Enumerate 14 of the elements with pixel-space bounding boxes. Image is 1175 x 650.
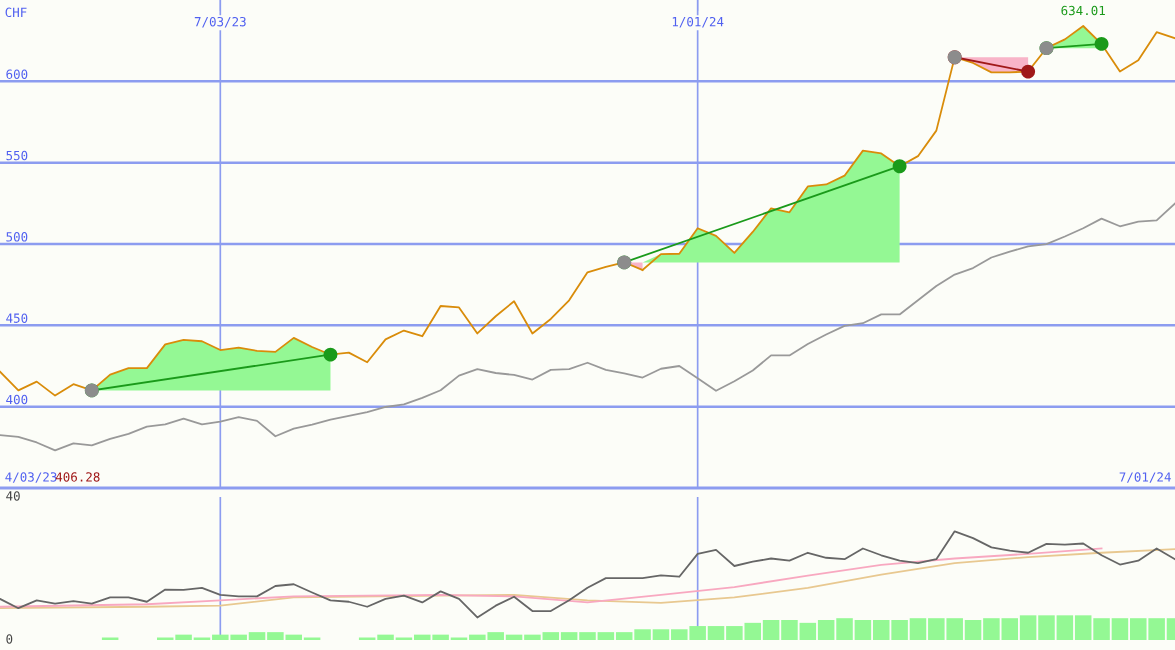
y-tick-label: 500 xyxy=(6,232,28,242)
y-axis-title: CHF xyxy=(5,7,27,18)
annotation: 7/01/24 xyxy=(1119,472,1171,483)
x-tick-label: 7/03/23 xyxy=(194,16,246,28)
y-tick-label: 600 xyxy=(6,69,28,79)
x-tick-label: 1/01/24 xyxy=(672,16,724,28)
y-tick-label: 400 xyxy=(6,394,28,405)
y-tick-label: 40 xyxy=(6,491,20,501)
annotation: 406.28 xyxy=(55,472,100,482)
y-tick-label: 450 xyxy=(6,313,28,323)
y-tick-label: 0 xyxy=(6,634,13,644)
annotation: 4/03/23 xyxy=(5,472,57,483)
annotation: 634.01 xyxy=(1061,5,1105,16)
y-tick-label: 550 xyxy=(6,150,28,161)
